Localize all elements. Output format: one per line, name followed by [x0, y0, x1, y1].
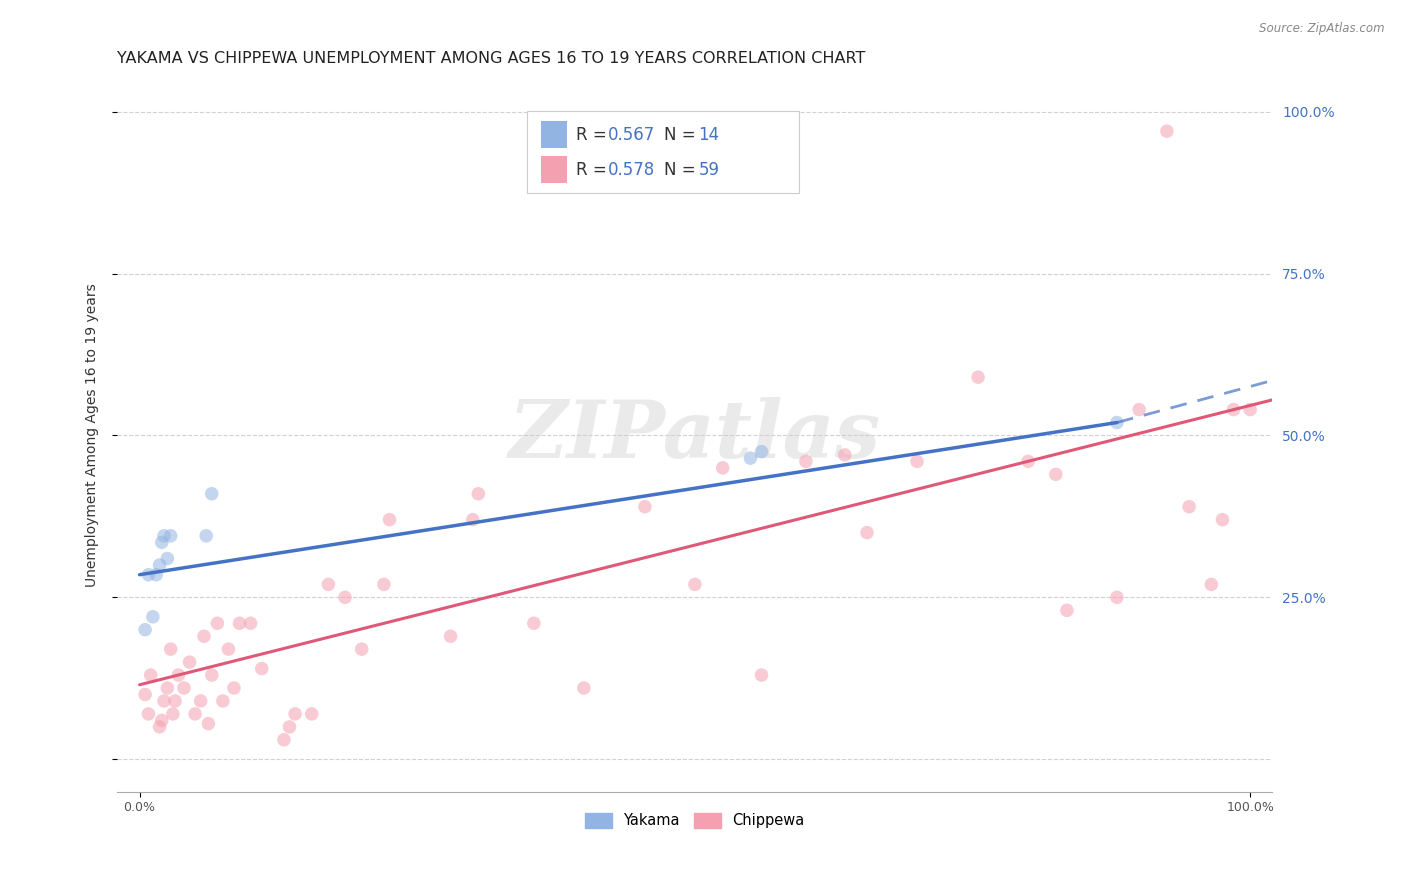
Point — [150, 714, 173, 728]
Point — [173, 681, 195, 695]
Point — [148, 720, 170, 734]
Point — [217, 642, 239, 657]
Point — [150, 535, 173, 549]
Point — [967, 370, 990, 384]
Point — [193, 629, 215, 643]
Point — [634, 500, 657, 514]
Text: N =: N = — [664, 126, 700, 144]
Point — [318, 577, 340, 591]
Point — [751, 668, 773, 682]
Point — [250, 662, 273, 676]
Point — [1239, 402, 1261, 417]
Point — [1128, 402, 1150, 417]
Point — [138, 567, 160, 582]
Text: 0.578: 0.578 — [609, 161, 655, 178]
Point — [461, 513, 484, 527]
FancyBboxPatch shape — [541, 156, 567, 184]
Point — [162, 706, 184, 721]
Point — [197, 716, 219, 731]
Point — [159, 529, 181, 543]
Point — [794, 454, 817, 468]
Point — [333, 591, 356, 605]
Point — [834, 448, 856, 462]
Point — [1201, 577, 1223, 591]
Point — [212, 694, 235, 708]
Point — [239, 616, 262, 631]
Point — [572, 681, 595, 695]
Point — [207, 616, 229, 631]
Point — [278, 720, 301, 734]
Point — [1156, 124, 1178, 138]
Point — [378, 513, 401, 527]
Point — [134, 623, 156, 637]
Point — [350, 642, 373, 657]
Point — [134, 688, 156, 702]
Point — [1178, 500, 1201, 514]
Point — [740, 451, 762, 466]
Text: R =: R = — [576, 161, 612, 178]
Text: Source: ZipAtlas.com: Source: ZipAtlas.com — [1260, 22, 1385, 36]
Text: N =: N = — [664, 161, 700, 178]
Point — [751, 444, 773, 458]
Point — [153, 694, 176, 708]
Text: YAKAMA VS CHIPPEWA UNEMPLOYMENT AMONG AGES 16 TO 19 YEARS CORRELATION CHART: YAKAMA VS CHIPPEWA UNEMPLOYMENT AMONG AG… — [117, 51, 866, 66]
Point — [201, 668, 224, 682]
Point — [201, 487, 224, 501]
Point — [228, 616, 250, 631]
Point — [222, 681, 245, 695]
Point — [856, 525, 879, 540]
Point — [142, 609, 165, 624]
Point — [195, 529, 218, 543]
Point — [138, 706, 160, 721]
Point — [1105, 591, 1128, 605]
Point — [373, 577, 395, 591]
Point — [1222, 402, 1244, 417]
Point — [1211, 513, 1233, 527]
Point — [273, 732, 295, 747]
Point — [139, 668, 162, 682]
Point — [284, 706, 307, 721]
Point — [167, 668, 190, 682]
Point — [156, 681, 179, 695]
Text: R =: R = — [576, 126, 612, 144]
Point — [683, 577, 706, 591]
Point — [153, 529, 176, 543]
Point — [159, 642, 181, 657]
Point — [1105, 416, 1128, 430]
Point — [1056, 603, 1078, 617]
Point — [145, 567, 167, 582]
Legend: Yakama, Chippewa: Yakama, Chippewa — [579, 807, 810, 834]
Point — [179, 655, 201, 669]
Point — [301, 706, 323, 721]
Point — [184, 706, 207, 721]
Point — [190, 694, 212, 708]
Point — [1045, 467, 1067, 482]
Point — [523, 616, 546, 631]
Y-axis label: Unemployment Among Ages 16 to 19 years: Unemployment Among Ages 16 to 19 years — [86, 284, 100, 587]
Point — [165, 694, 187, 708]
Point — [156, 551, 179, 566]
Point — [711, 461, 734, 475]
Point — [1017, 454, 1039, 468]
FancyBboxPatch shape — [527, 112, 799, 194]
Point — [905, 454, 928, 468]
Point — [148, 558, 170, 572]
Text: 14: 14 — [699, 126, 720, 144]
Point — [467, 487, 489, 501]
Text: ZIPatlas: ZIPatlas — [509, 397, 882, 475]
Text: 59: 59 — [699, 161, 720, 178]
Text: 0.567: 0.567 — [609, 126, 655, 144]
Point — [439, 629, 461, 643]
FancyBboxPatch shape — [541, 121, 567, 148]
